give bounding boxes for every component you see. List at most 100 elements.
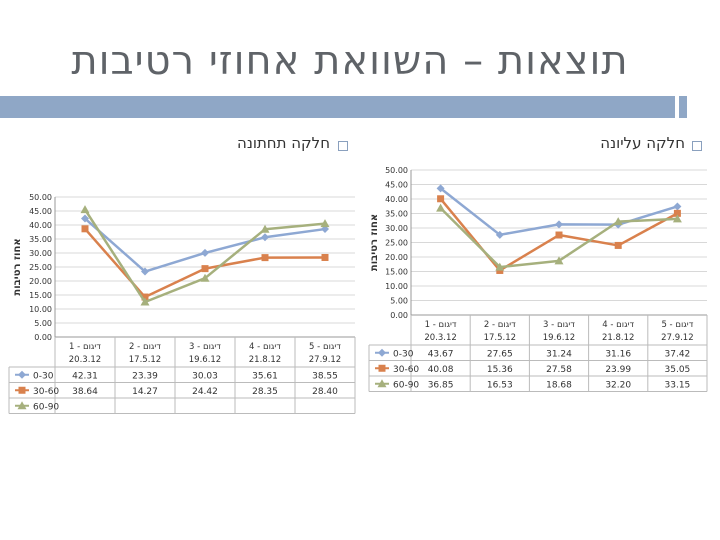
data-table-cell: 30.03 bbox=[192, 371, 218, 381]
x-tick-date: 21.8.12 bbox=[249, 355, 281, 365]
x-tick-date: 20.3.12 bbox=[424, 333, 456, 343]
data-table-cell: 38.64 bbox=[72, 387, 98, 397]
data-point bbox=[201, 248, 209, 257]
data-point bbox=[81, 214, 89, 223]
data-point bbox=[613, 217, 623, 226]
data-table-cell: 40.08 bbox=[428, 365, 454, 375]
y-tick-label: 50.00 bbox=[385, 166, 408, 175]
legend-label: 60-90 bbox=[33, 402, 59, 412]
x-tick-date: 17.5.12 bbox=[484, 333, 516, 343]
x-tick-date: 21.8.12 bbox=[602, 333, 634, 343]
data-point bbox=[495, 230, 504, 239]
data-table-cell: 27.58 bbox=[546, 365, 572, 375]
data-point bbox=[321, 253, 329, 261]
data-table-cell: 23.99 bbox=[605, 365, 631, 375]
data-table-cell: 35.05 bbox=[665, 365, 691, 375]
x-tick-label: דיגום - 1 bbox=[425, 320, 457, 330]
x-tick-label: דיגום - 1 bbox=[69, 342, 101, 352]
x-tick-label: דיגום - 5 bbox=[661, 320, 693, 330]
data-point bbox=[81, 225, 89, 233]
y-tick-label: 40.00 bbox=[385, 195, 408, 204]
y-tick-label: 10.00 bbox=[385, 282, 408, 291]
legend-key-marker bbox=[18, 386, 26, 394]
data-table-cell: 37.42 bbox=[665, 349, 691, 359]
y-axis-label: אחוז רטיבות bbox=[12, 238, 23, 295]
data-table-cell: 43.67 bbox=[428, 349, 454, 359]
slide-title: תוצאות – השוואת אחוזי רטיבות bbox=[71, 38, 629, 84]
data-table-cell: 36.85 bbox=[428, 380, 454, 390]
y-tick-label: 5.00 bbox=[34, 319, 52, 328]
data-point bbox=[261, 233, 269, 242]
y-tick-label: 35.00 bbox=[385, 210, 408, 219]
data-table-cell: 38.55 bbox=[312, 371, 338, 381]
data-table-cell: 28.40 bbox=[312, 387, 338, 397]
y-tick-label: 50.00 bbox=[29, 193, 52, 202]
x-tick-label: דיגום - 2 bbox=[129, 342, 161, 352]
y-tick-label: 45.00 bbox=[385, 181, 408, 190]
data-table-cell: 27.65 bbox=[487, 349, 513, 359]
data-point bbox=[80, 205, 90, 214]
legend-key-marker bbox=[18, 370, 26, 379]
data-table-cell: 42.31 bbox=[72, 371, 98, 381]
y-tick-label: 20.00 bbox=[385, 253, 408, 262]
x-tick-date: 19.6.12 bbox=[543, 333, 575, 343]
data-point bbox=[140, 297, 150, 306]
y-tick-label: 30.00 bbox=[29, 249, 52, 258]
data-point bbox=[320, 219, 330, 228]
data-table-cell: 23.39 bbox=[132, 371, 158, 381]
x-tick-label: דיגום - 4 bbox=[602, 320, 634, 330]
legend-key-marker bbox=[378, 364, 386, 372]
data-point bbox=[200, 273, 210, 282]
y-tick-label: 15.00 bbox=[385, 268, 408, 277]
title-divider bbox=[0, 96, 675, 118]
data-point bbox=[495, 262, 505, 271]
legend-label: 30-60 bbox=[393, 365, 419, 375]
data-point bbox=[614, 241, 622, 249]
y-tick-label: 45.00 bbox=[29, 207, 52, 216]
right-heading-bullet bbox=[692, 141, 702, 151]
data-point bbox=[555, 220, 563, 229]
y-tick-label: 35.00 bbox=[29, 235, 52, 244]
data-table-cell: 31.24 bbox=[546, 349, 572, 359]
legend-label: 0-30 bbox=[33, 371, 54, 381]
y-tick-label: 25.00 bbox=[385, 239, 408, 248]
data-table-cell: 15.36 bbox=[487, 365, 513, 375]
y-axis-label: אחוז רטיבות bbox=[369, 214, 380, 271]
x-tick-date: 19.6.12 bbox=[189, 355, 221, 365]
data-table-cell: 33.15 bbox=[665, 380, 691, 390]
data-point bbox=[555, 231, 563, 239]
data-point bbox=[554, 256, 564, 265]
data-table-cell: 35.61 bbox=[252, 371, 278, 381]
data-point bbox=[673, 209, 681, 217]
y-tick-label: 0.00 bbox=[34, 333, 52, 342]
legend-label: 30-60 bbox=[33, 387, 59, 397]
data-table-cell: 24.42 bbox=[192, 387, 218, 397]
data-point bbox=[141, 267, 149, 276]
data-table-cell: 14.27 bbox=[132, 387, 158, 397]
data-point bbox=[261, 254, 269, 262]
legend-key-marker bbox=[17, 401, 27, 410]
data-point bbox=[672, 214, 682, 223]
x-tick-label: דיגום - 4 bbox=[249, 342, 281, 352]
y-tick-label: 25.00 bbox=[29, 263, 52, 272]
legend-label: 60-90 bbox=[393, 380, 419, 390]
title-divider-accent bbox=[679, 96, 687, 118]
x-tick-label: דיגום - 3 bbox=[543, 320, 575, 330]
data-table-cell: 32.20 bbox=[605, 380, 631, 390]
data-table-cell: 16.53 bbox=[487, 380, 513, 390]
x-tick-label: דיגום - 5 bbox=[309, 342, 341, 352]
x-tick-date: 17.5.12 bbox=[129, 355, 161, 365]
x-tick-date: 27.9.12 bbox=[309, 355, 341, 365]
legend-label: 0-30 bbox=[393, 349, 414, 359]
legend-key-marker bbox=[378, 348, 386, 357]
y-tick-label: 0.00 bbox=[390, 311, 408, 320]
legend-key-marker bbox=[377, 379, 387, 388]
data-point bbox=[260, 224, 270, 233]
data-point bbox=[141, 293, 149, 301]
data-point bbox=[673, 202, 682, 211]
y-tick-label: 30.00 bbox=[385, 224, 408, 233]
x-tick-label: דיגום - 2 bbox=[484, 320, 516, 330]
data-table-cell: 31.16 bbox=[605, 349, 631, 359]
y-tick-label: 20.00 bbox=[29, 277, 52, 286]
